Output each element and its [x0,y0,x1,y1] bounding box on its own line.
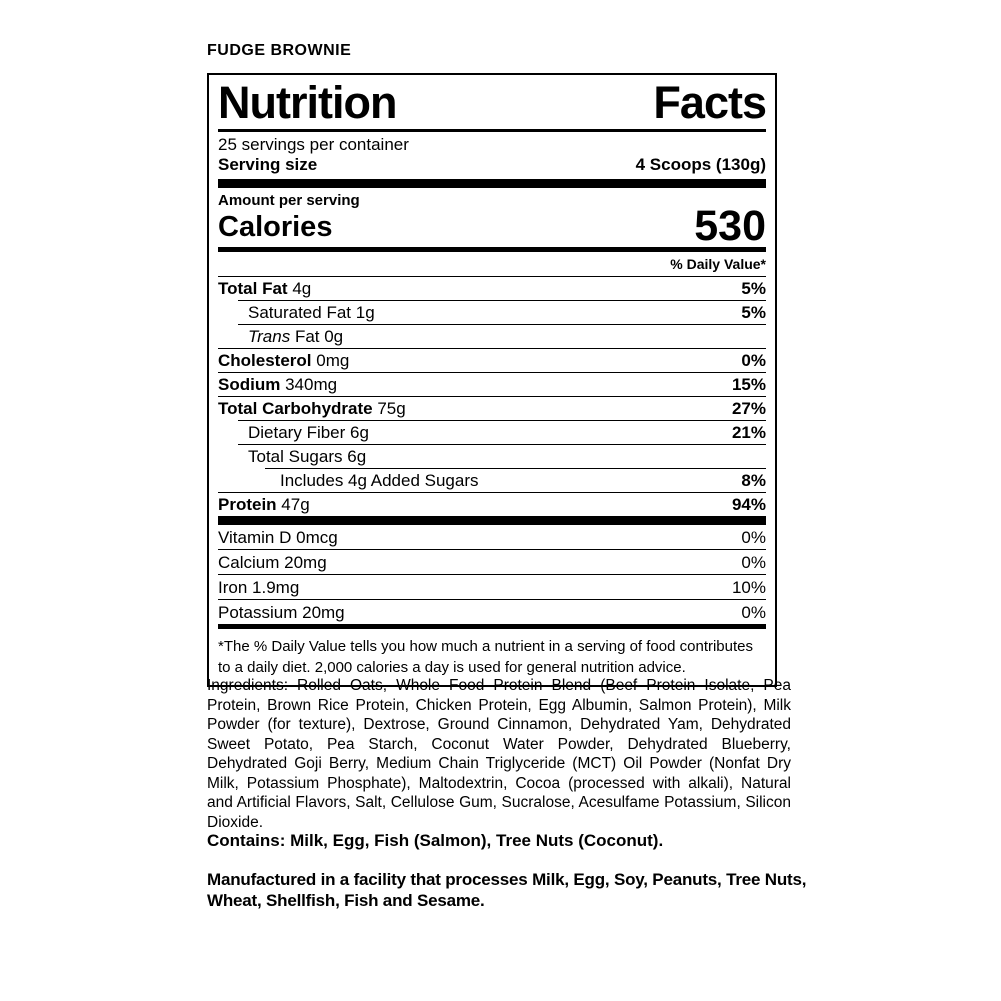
nutrient-name: Iron [218,578,248,598]
nutrient-amount: 340mg [285,375,338,395]
nutrient-amount: 6g [350,423,369,443]
nutrient-row-added-sugars: Includes 4g Added Sugars 8% [265,468,766,492]
nutrient-amount: 0mg [316,351,350,371]
nutrient-row-protein: Protein 47g 94% [218,492,766,516]
nutrient-dv: 5% [741,303,766,323]
nutrient-row-total-sugars: Total Sugars 6g [238,444,766,468]
thick-separator-top [218,178,766,188]
nutrient-dv: 0% [741,351,766,371]
medium-separator-footnote [218,624,766,630]
nutrient-name: Cholesterol [218,351,312,371]
nutrient-name: Total Carbohydrate [218,399,373,419]
nutrient-amount: Fat 0g [294,327,344,347]
nutrient-amount: 6g [347,447,367,467]
daily-value-footnote: *The % Daily Value tells you how much a … [218,638,754,677]
nutrient-dv: 27% [731,399,766,419]
nutrient-dv: 5% [741,279,766,299]
panel-title: Nutrition Facts [218,80,767,132]
medium-separator-calories [218,247,766,253]
contains-statement: Contains: Milk, Egg, Fish (Salmon), Tree… [207,831,664,850]
amount-per-serving-label: Amount per serving [218,191,360,209]
nutrient-amount: 1g [355,303,375,323]
micronutrient-row-iron: Iron 1.9mg 10% [218,574,766,599]
nutrient-name: Total Sugars [248,447,343,467]
nutrient-dv: 94% [731,495,766,515]
nutrient-row-total-fat: Total Fat 4g 5% [218,276,766,300]
ingredients-paragraph: Ingredients: Rolled Oats, Whole Food Pro… [207,677,791,831]
calories-label: Calories [218,211,333,244]
nutrient-amount: 20mg [284,553,327,573]
serving-size-value: 4 Scoops (130g) [635,154,766,174]
daily-value-header: % Daily Value* [670,256,766,273]
product-title: FUDGE BROWNIE [207,42,352,59]
micronutrient-row-potassium: Potassium 20mg 0% [218,599,766,624]
nutrient-amount: 0mcg [296,528,338,548]
nutrient-amount: 1.9mg [252,578,300,598]
nutrient-dv: 21% [731,423,766,443]
nutrient-row-saturated-fat: Saturated Fat 1g 5% [238,300,766,324]
nutrient-name: Trans [248,327,291,347]
micronutrient-row-calcium: Calcium 20mg 0% [218,549,766,574]
nutrient-name: Total Fat [218,279,288,299]
nutrient-dv: 0% [741,553,766,573]
calories-value: 530 [694,201,766,250]
nutrient-amount: 47g [281,495,310,515]
nutrient-row-trans-fat: Trans Fat 0g [238,324,766,348]
nutrient-amount: 4g [292,279,312,299]
facility-statement: Manufactured in a facility that processe… [207,870,807,910]
nutrient-dv: 0% [741,528,766,548]
serving-size-label: Serving size [218,154,318,174]
micronutrient-row-vitamin-d: Vitamin D 0mcg 0% [218,525,766,549]
nutrient-row-cholesterol: Cholesterol 0mg 0% [218,348,766,372]
nutrient-row-dietary-fiber: Dietary Fiber 6g 21% [238,420,766,444]
calories-row: Calories 530 [218,201,766,250]
nutrient-name: Calcium [218,553,280,573]
nutrient-dv: 15% [731,375,766,395]
nutrient-row-sodium: Sodium 340mg 15% [218,372,766,396]
nutrient-name: Vitamin D [218,528,292,548]
serving-size-row: Serving size 4 Scoops (130g) [218,155,766,179]
nutrient-dv: 10% [731,578,766,598]
nutrition-facts-panel: Nutrition Facts 25 servings per containe… [207,73,777,688]
nutrient-name: Protein [218,495,277,515]
nutrient-name: Sodium [218,375,281,395]
nutrient-name: Saturated Fat [248,303,352,323]
nutrient-dv: 0% [741,603,766,623]
nutrient-row-total-carbohydrate: Total Carbohydrate 75g 27% [218,396,766,420]
nutrient-name: Dietary Fiber [248,423,346,443]
nutrient-amount: 20mg [302,603,345,623]
nutrient-name: Includes 4g Added Sugars [280,471,479,491]
nutrient-dv: 8% [741,471,766,491]
thick-separator-micronutrients [218,516,766,526]
nutrient-amount: 75g [377,399,406,419]
servings-per-container: 25 servings per container [218,134,409,154]
nutrient-name: Potassium [218,603,298,623]
